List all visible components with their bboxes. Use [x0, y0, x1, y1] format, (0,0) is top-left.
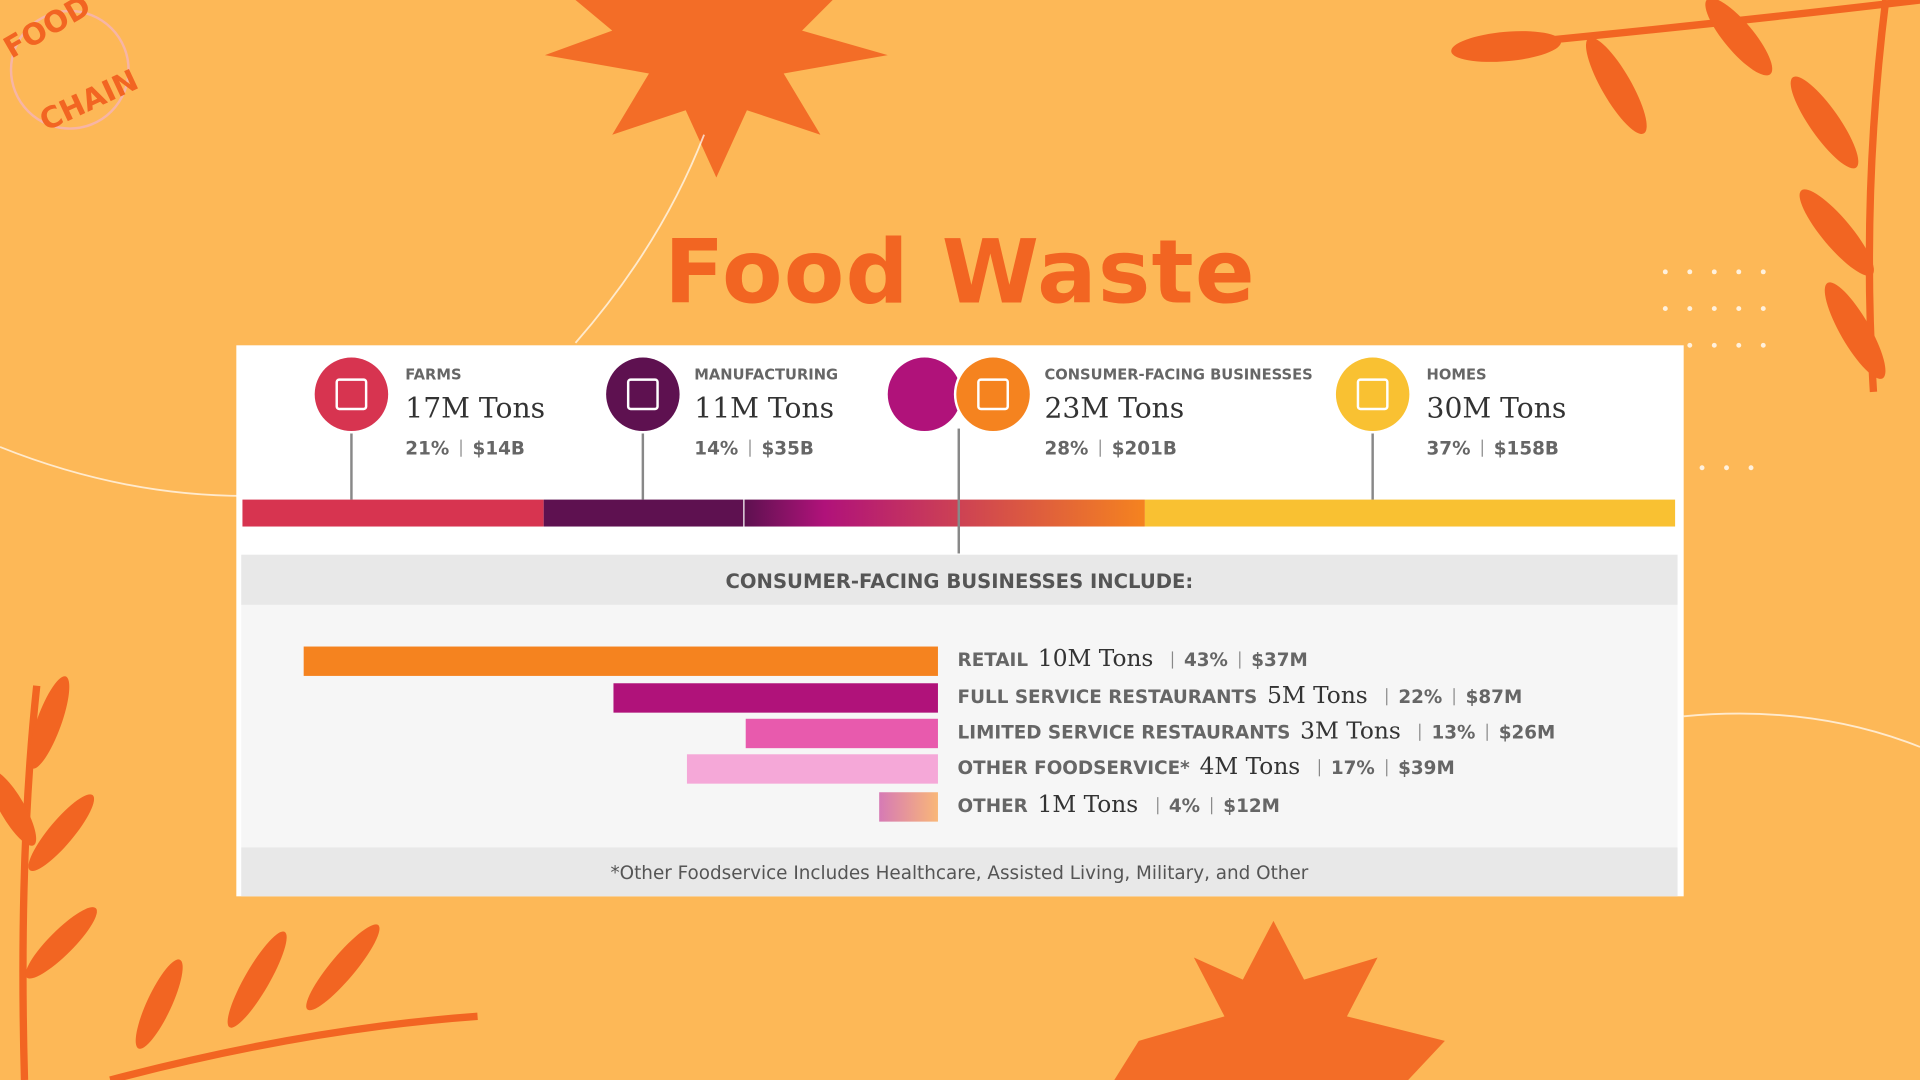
item-tons: 1M Tons: [1037, 791, 1139, 818]
heading-band: [241, 554, 1678, 605]
icon: [887, 357, 962, 432]
stacked-segment: [743, 499, 1146, 527]
item-name: RETAIL: [957, 648, 1029, 672]
title: Food Waste: [664, 220, 1256, 324]
separator: [1453, 688, 1455, 706]
item-tons: 4M Tons: [1199, 753, 1301, 781]
footnote-band: [241, 847, 1678, 897]
item-name: OTHER: [957, 794, 1028, 817]
separator: [1099, 439, 1101, 457]
separator: [1171, 651, 1173, 669]
percent: 28%: [1044, 437, 1089, 460]
percent: 22%: [1398, 685, 1443, 708]
cost: $14B: [472, 437, 525, 460]
percent: 43%: [1183, 648, 1228, 672]
segment-tons: 17M Tons: [405, 393, 546, 425]
segment-name: CONSUMER-FACING BUSINESSES: [1044, 366, 1313, 384]
stacked-segment: [543, 499, 744, 527]
breakdown-bar: [303, 646, 938, 676]
separator: [1486, 723, 1488, 741]
percent: 14%: [694, 437, 739, 460]
icon-glyph: [977, 378, 1009, 411]
icon: [1335, 357, 1410, 432]
cost: $37M: [1251, 648, 1308, 672]
pin: [641, 428, 645, 500]
item-tons: 5M Tons: [1267, 682, 1368, 709]
stacked-segment: [1145, 499, 1676, 527]
separator: [460, 439, 462, 457]
breakdown-panel: [241, 604, 1678, 848]
separator: [1481, 439, 1483, 457]
segment-share: 28% $201B: [1044, 437, 1176, 459]
cost: $158B: [1493, 437, 1559, 460]
breakdown-bar: [746, 718, 938, 749]
segment-share: 37% $158B: [1427, 437, 1559, 459]
breakdown-bar: [687, 754, 938, 784]
item-name: LIMITED SERVICE RESTAURANTS: [957, 721, 1291, 744]
cost: $201B: [1111, 437, 1177, 460]
separator: [1419, 723, 1421, 741]
stacked-segment: [242, 499, 544, 527]
breakdown-label: RETAIL 10M Tons 43% $37M: [958, 645, 1308, 672]
breakdown-label: LIMITED SERVICE RESTAURANTS 3M Tons 13% $26…: [958, 718, 1556, 745]
item-name: FULL SERVICE RESTAURANTS: [957, 685, 1258, 708]
cost: $26M: [1498, 721, 1556, 744]
icon-glyph: [626, 378, 659, 411]
separator: [1386, 688, 1388, 706]
icon: [314, 357, 389, 432]
item-name: OTHER FOODSERVICE*: [957, 756, 1190, 779]
breakdown-label: OTHER FOODSERVICE* 4M Tons 17% $39M: [958, 753, 1455, 780]
separator: [1156, 797, 1158, 815]
separator: [749, 439, 751, 457]
segment-name: FARMS: [405, 366, 462, 384]
breakdown-bar: [878, 792, 938, 822]
footnote: *Other Foodservice Includes Healthcare, …: [610, 862, 1309, 885]
cost: $39M: [1398, 756, 1455, 779]
separator: [1211, 797, 1213, 815]
breakdown-label: OTHER 1M Tons 4% $12M: [958, 791, 1280, 818]
percent: 21%: [405, 437, 450, 460]
segment-tons: 23M Tons: [1044, 393, 1185, 425]
segment-share: 21% $14B: [405, 437, 525, 459]
pin: [350, 428, 353, 500]
icon-glyph: [1356, 378, 1389, 411]
heading: CONSUMER-FACING BUSINESSES INCLUDE:: [725, 569, 1194, 593]
percent: 37%: [1426, 437, 1471, 460]
separator: [1238, 651, 1241, 669]
item-tons: 10M Tons: [1037, 645, 1154, 673]
cost: $12M: [1223, 794, 1280, 817]
segment-name: MANUFACTURING: [694, 366, 839, 384]
breakdown-bar: [613, 683, 938, 713]
segment-share: 14% $35B: [694, 437, 814, 459]
percent: 17%: [1330, 756, 1375, 779]
breakdown-label: FULL SERVICE RESTAURANTS 5M Tons 22% $87M: [958, 682, 1523, 709]
pin: [1371, 428, 1374, 500]
percent: 13%: [1431, 721, 1476, 744]
cost: $87M: [1465, 685, 1523, 708]
icon-glyph: [335, 378, 368, 411]
pin: [957, 428, 961, 554]
percent: 4%: [1168, 794, 1201, 817]
segment-name: HOMES: [1426, 366, 1487, 384]
segment-tons: 30M Tons: [1426, 393, 1567, 425]
separator: [1385, 759, 1388, 777]
icon: [956, 357, 1030, 432]
item-tons: 3M Tons: [1300, 717, 1401, 745]
segment-tons: 11M Tons: [694, 393, 835, 425]
icon: [606, 357, 680, 432]
separator: [1318, 759, 1320, 777]
cost: $35B: [761, 437, 814, 460]
